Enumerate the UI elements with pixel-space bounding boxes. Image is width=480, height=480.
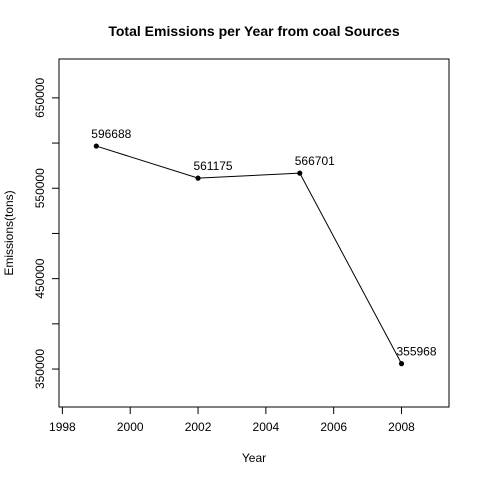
data-labels: 596688 561175 566701 355968 <box>91 127 437 359</box>
y-tick-label: 450000 <box>33 258 47 298</box>
y-axis-ticks: 350000 450000 550000 650000 <box>33 78 59 389</box>
chart-title: Total Emissions per Year from coal Sourc… <box>108 23 399 39</box>
x-tick-label: 2004 <box>253 420 280 434</box>
x-tick-label: 2000 <box>117 420 144 434</box>
data-points <box>93 143 405 367</box>
y-tick-label: 350000 <box>33 349 47 389</box>
data-point <box>398 361 405 367</box>
y-axis-label: Emissions(tons) <box>2 190 16 275</box>
y-tick-label: 550000 <box>33 168 47 208</box>
data-point <box>93 143 99 149</box>
data-point <box>297 170 303 176</box>
data-point <box>195 175 201 181</box>
y-tick-label: 650000 <box>33 78 47 118</box>
data-label: 596688 <box>91 127 131 141</box>
series-line <box>96 145 402 364</box>
x-axis-label: Year <box>242 451 266 465</box>
data-label: 566701 <box>295 154 335 168</box>
data-label: 561175 <box>193 159 232 173</box>
x-axis-ticks: 1998 2000 2002 2004 2006 2008 <box>49 407 415 434</box>
x-tick-label: 2006 <box>320 420 347 434</box>
x-tick-label: 2008 <box>388 420 415 434</box>
plot-frame <box>58 58 450 408</box>
data-label: 355968 <box>396 345 436 359</box>
x-tick-label: 2002 <box>185 420 212 434</box>
x-tick-label: 1998 <box>49 420 76 434</box>
